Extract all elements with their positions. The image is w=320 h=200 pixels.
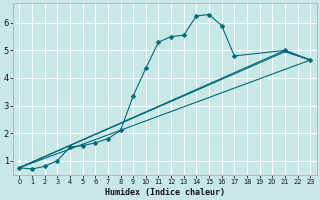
X-axis label: Humidex (Indice chaleur): Humidex (Indice chaleur) bbox=[105, 188, 225, 197]
